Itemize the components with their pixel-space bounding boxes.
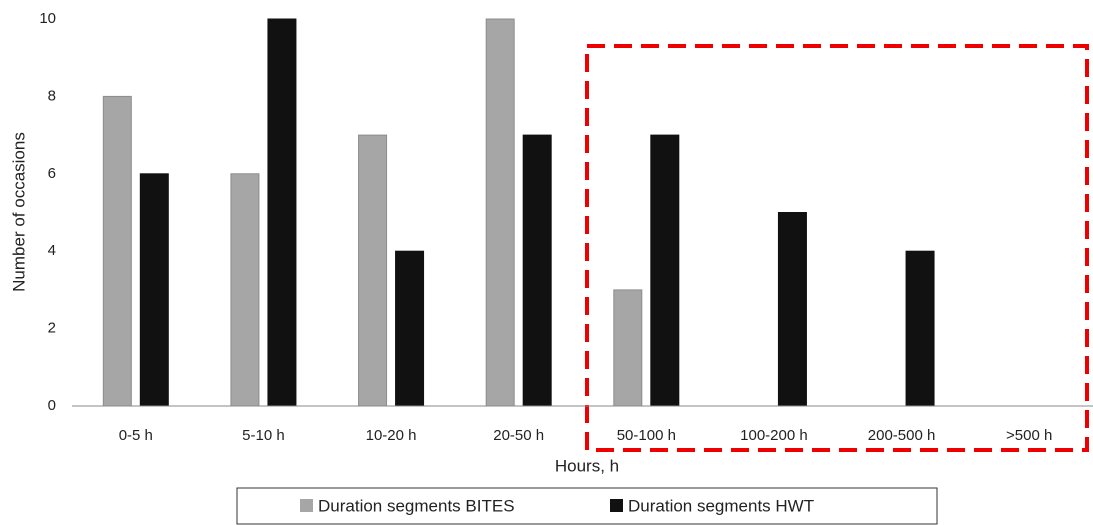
- legend-label: Duration segments HWT: [628, 496, 814, 515]
- bar: [139, 173, 169, 407]
- bar: [905, 250, 935, 407]
- legend-box: [236, 487, 938, 525]
- y-tick-label: 0: [48, 397, 56, 414]
- x-tick-label: 20-50 h: [493, 427, 544, 444]
- bar: [522, 134, 552, 407]
- bar: [485, 18, 515, 407]
- bar: [613, 289, 643, 407]
- legend-label: Duration segments BITES: [318, 496, 515, 515]
- y-tick-label: 4: [48, 242, 56, 259]
- legend-swatch: [300, 499, 313, 512]
- bar: [650, 134, 680, 407]
- highlight-box: [585, 44, 1089, 452]
- y-tick-label: 10: [39, 10, 56, 27]
- bar: [230, 173, 260, 407]
- y-axis-label: Number of occasions: [9, 132, 28, 292]
- x-tick-label: 100-200 h: [740, 427, 808, 444]
- bar: [267, 18, 297, 407]
- y-tick-label: 8: [48, 87, 56, 104]
- x-tick-label: >500 h: [1006, 427, 1052, 444]
- x-tick-label: 200-500 h: [868, 427, 936, 444]
- x-tick-label: 10-20 h: [366, 427, 417, 444]
- x-tick-label: 50-100 h: [617, 427, 676, 444]
- bar: [777, 212, 807, 407]
- bar: [358, 134, 388, 407]
- x-tick-label: 0-5 h: [119, 427, 153, 444]
- bar: [395, 250, 425, 407]
- y-tick-label: 6: [48, 165, 56, 182]
- x-axis-label: Hours, h: [555, 456, 619, 475]
- legend-swatch: [610, 499, 623, 512]
- y-tick-label: 2: [48, 320, 56, 337]
- x-tick-label: 5-10 h: [242, 427, 285, 444]
- bar: [102, 95, 132, 407]
